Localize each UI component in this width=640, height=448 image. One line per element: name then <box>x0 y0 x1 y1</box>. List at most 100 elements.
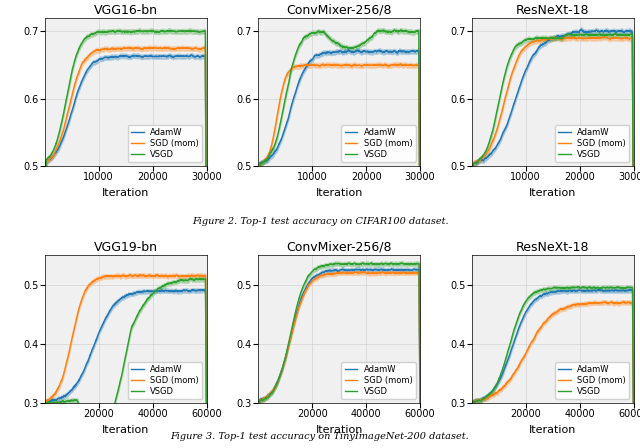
VSGD <box>506 341 514 346</box>
SGD (mom) <box>203 263 211 269</box>
VSGD <box>396 29 403 34</box>
AdamW <box>69 106 77 111</box>
Legend: AdamW, SGD (mom), VSGD: AdamW, SGD (mom), VSGD <box>555 125 629 162</box>
Line: AdamW: AdamW <box>259 50 420 333</box>
SGD (mom) <box>416 273 424 278</box>
SGD (mom) <box>508 376 515 381</box>
VSGD <box>496 95 504 100</box>
Line: SGD (mom): SGD (mom) <box>472 302 634 448</box>
Title: ConvMixer-256/8: ConvMixer-256/8 <box>287 241 392 254</box>
X-axis label: Iteration: Iteration <box>529 188 577 198</box>
SGD (mom) <box>273 116 280 121</box>
VSGD <box>486 136 494 141</box>
AdamW <box>79 371 86 376</box>
SGD (mom) <box>80 291 88 297</box>
X-axis label: Iteration: Iteration <box>102 188 149 198</box>
Line: VSGD: VSGD <box>45 279 207 448</box>
Line: VSGD: VSGD <box>472 287 634 448</box>
AdamW <box>628 288 636 293</box>
VSGD <box>103 29 111 34</box>
VSGD <box>255 331 262 336</box>
AdamW <box>294 307 301 313</box>
VSGD <box>79 411 87 416</box>
VSGD <box>327 262 335 267</box>
SGD (mom) <box>630 258 637 263</box>
AdamW <box>416 419 424 424</box>
AdamW <box>202 288 209 293</box>
SGD (mom) <box>60 128 67 133</box>
VSGD <box>69 65 77 70</box>
SGD (mom) <box>379 270 387 275</box>
SGD (mom) <box>103 46 111 52</box>
Line: VSGD: VSGD <box>45 30 207 332</box>
Legend: AdamW, SGD (mom), VSGD: AdamW, SGD (mom), VSGD <box>128 125 202 162</box>
SGD (mom) <box>293 312 301 317</box>
VSGD <box>413 28 420 34</box>
Line: SGD (mom): SGD (mom) <box>45 275 207 448</box>
AdamW <box>293 310 301 315</box>
VSGD <box>316 264 323 270</box>
AdamW <box>182 53 190 59</box>
VSGD <box>609 32 617 38</box>
VSGD <box>628 285 636 290</box>
VSGD <box>508 338 515 343</box>
SGD (mom) <box>486 144 494 150</box>
SGD (mom) <box>153 272 161 277</box>
VSGD <box>630 428 637 434</box>
Title: ConvMixer-256/8: ConvMixer-256/8 <box>287 4 392 17</box>
AdamW <box>577 27 585 32</box>
Line: AdamW: AdamW <box>45 290 207 448</box>
X-axis label: Iteration: Iteration <box>316 188 363 198</box>
SGD (mom) <box>255 331 262 336</box>
SGD (mom) <box>113 273 121 279</box>
SGD (mom) <box>200 45 208 50</box>
AdamW <box>41 330 49 336</box>
AdamW <box>387 267 395 272</box>
VSGD <box>415 261 422 267</box>
VSGD <box>203 254 211 260</box>
AdamW <box>415 267 422 272</box>
SGD (mom) <box>416 421 424 426</box>
AdamW <box>486 151 494 157</box>
Line: VSGD: VSGD <box>259 263 420 448</box>
VSGD <box>60 112 67 117</box>
Line: VSGD: VSGD <box>259 30 420 333</box>
SGD (mom) <box>203 422 211 427</box>
VSGD <box>575 284 582 289</box>
SGD (mom) <box>41 330 49 336</box>
SGD (mom) <box>396 62 403 67</box>
AdamW <box>416 265 424 271</box>
VSGD <box>200 29 207 34</box>
X-axis label: Iteration: Iteration <box>316 425 363 435</box>
VSGD <box>182 29 190 34</box>
SGD (mom) <box>327 271 335 277</box>
VSGD <box>416 416 424 421</box>
VSGD <box>530 37 538 42</box>
AdamW <box>530 52 538 57</box>
VSGD <box>541 287 548 292</box>
VSGD <box>416 254 424 260</box>
AdamW <box>327 268 335 273</box>
AdamW <box>630 429 637 435</box>
SGD (mom) <box>609 35 617 41</box>
AdamW <box>273 146 280 152</box>
SGD (mom) <box>468 330 476 336</box>
Title: VGG16-bn: VGG16-bn <box>93 4 157 17</box>
SGD (mom) <box>79 293 87 298</box>
AdamW <box>60 135 67 140</box>
SGD (mom) <box>69 89 77 94</box>
AdamW <box>102 315 109 321</box>
AdamW <box>345 47 353 53</box>
AdamW <box>496 138 504 143</box>
SGD (mom) <box>324 62 332 68</box>
SGD (mom) <box>537 38 545 43</box>
VSGD <box>630 257 637 262</box>
SGD (mom) <box>102 274 109 279</box>
VSGD <box>203 424 211 429</box>
SGD (mom) <box>294 309 301 314</box>
AdamW <box>537 43 545 48</box>
AdamW <box>200 53 207 59</box>
Title: VGG19-bn: VGG19-bn <box>93 241 157 254</box>
VSGD <box>317 30 324 35</box>
Line: AdamW: AdamW <box>472 30 634 333</box>
